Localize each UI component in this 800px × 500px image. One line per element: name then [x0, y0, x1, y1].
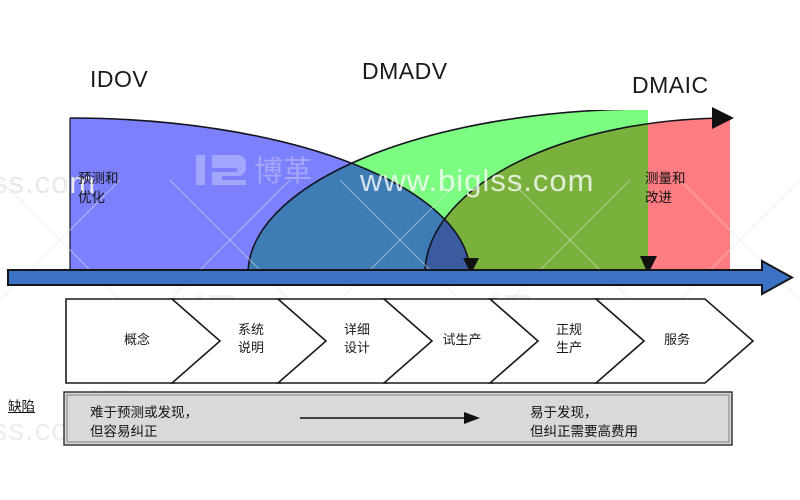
dmaic-arc-stroke: [424, 117, 731, 275]
svg-text:博革: 博革: [254, 154, 312, 188]
process-step-label-1: 概念: [123, 333, 150, 348]
defect-left-text: 难于预测或发现， 但容易纠正: [90, 405, 198, 440]
defect-band-inner: [66, 394, 730, 443]
label-dmaic-region: 测量和 改进: [645, 171, 686, 206]
label-dmaic: DMAIC: [632, 72, 709, 98]
watermark-logo-top: 博革: [196, 154, 312, 188]
process-step-label-5: 正规 生产: [555, 323, 582, 356]
svg-text:博革: 博革: [438, 454, 504, 493]
defect-progress-arrow: [300, 412, 480, 424]
label-idov: IDOV: [90, 66, 149, 92]
process-step-label-6: 服务: [663, 333, 690, 348]
defect-right-text: 易于发现， 但纠正需要高费用: [530, 405, 638, 440]
watermark-logo-bottom: 博革: [372, 454, 504, 493]
process-step-label-4: 试生产: [442, 333, 482, 348]
process-step-label-2: 系统 说明: [237, 323, 264, 356]
label-dmadv: DMADV: [362, 58, 448, 84]
dmaic-arrowhead: [712, 107, 734, 129]
dmadv-arrowhead: [640, 256, 657, 274]
defect-side-label: 缺陷: [8, 399, 35, 415]
idov-arrowhead: [463, 258, 479, 274]
idov-arc-stroke: [69, 117, 471, 275]
dmadv-arc-left-stroke: [247, 110, 630, 275]
timeline-arrow: [7, 259, 795, 296]
label-idov-region: 预测和 优化: [78, 171, 119, 206]
chevron-6[interactable]: [593, 298, 755, 384]
process-step-label-3: 详细 设计: [343, 323, 370, 356]
